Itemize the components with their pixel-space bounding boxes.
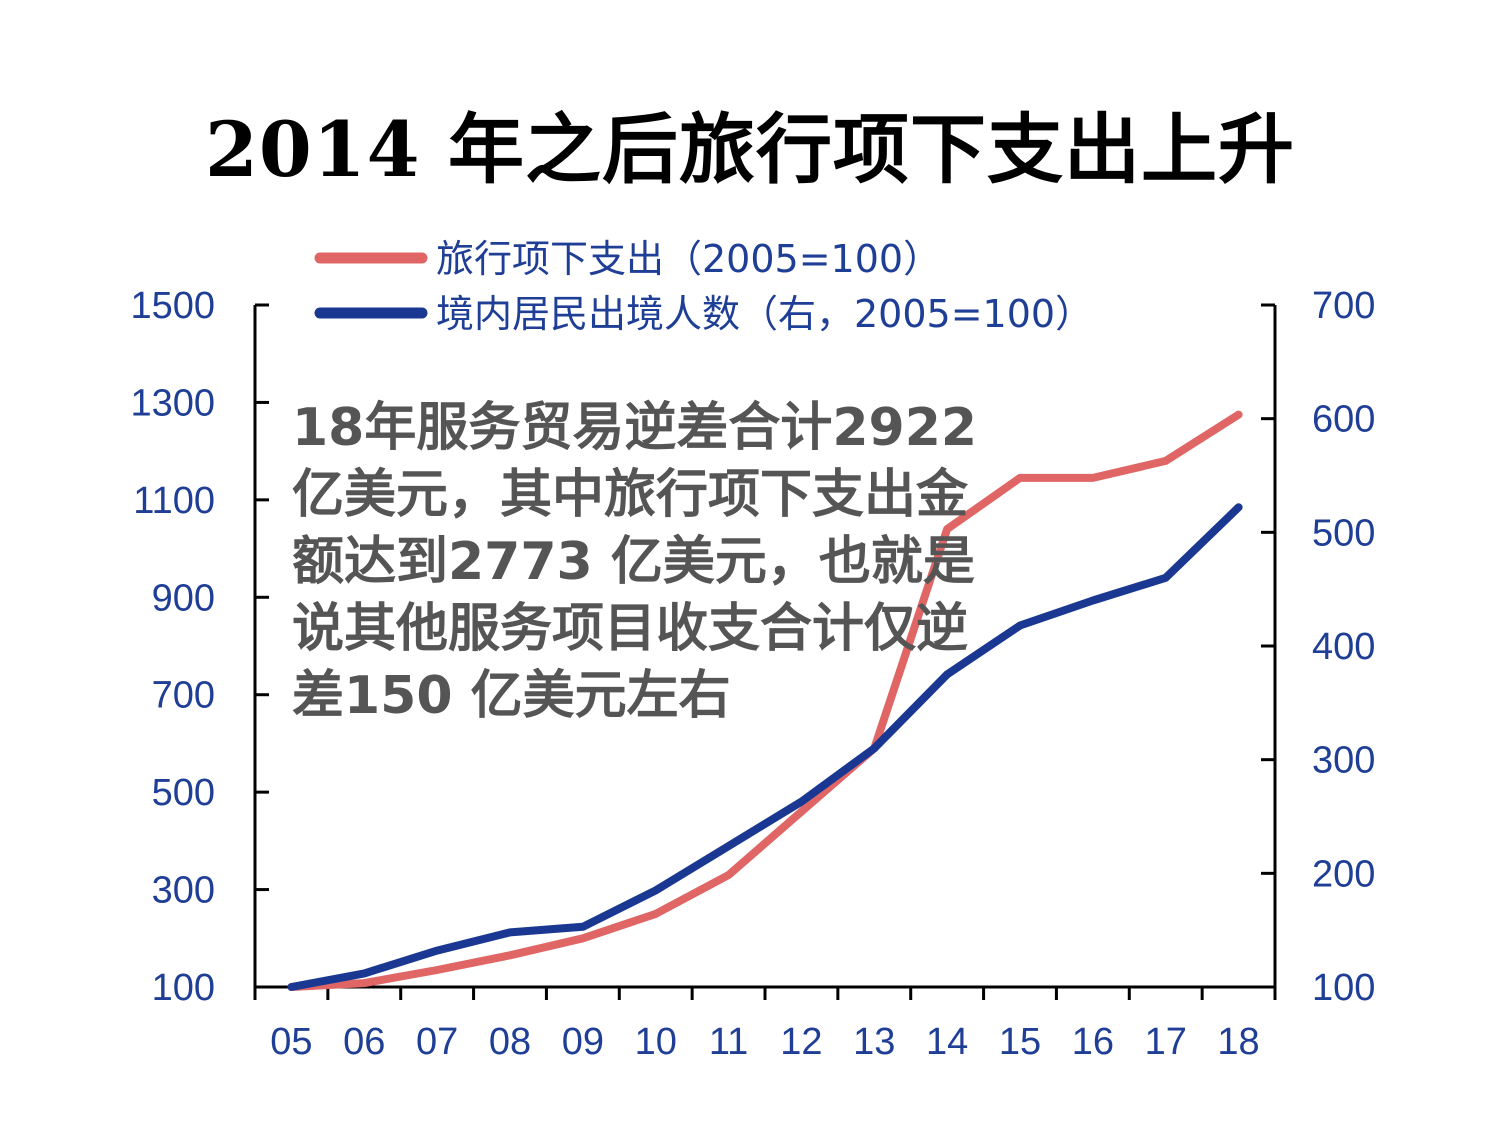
x-tick-label: 18 — [1217, 1021, 1259, 1063]
right-tick-label: 600 — [1312, 399, 1375, 441]
x-tick-label: 07 — [416, 1021, 458, 1063]
annotation-line: 18年服务贸易逆差合计2922 — [292, 395, 1092, 462]
x-tick-label: 10 — [635, 1021, 677, 1063]
annotation-line: 亿美元，其中旅行项下支出金 — [292, 462, 1092, 529]
x-tick-label: 09 — [562, 1021, 604, 1063]
left-tick-label: 500 — [152, 772, 215, 814]
x-tick-label: 06 — [343, 1021, 385, 1063]
left-tick-label: 300 — [152, 870, 215, 912]
left-tick-label: 900 — [152, 577, 215, 619]
right-tick-label: 100 — [1312, 967, 1375, 1009]
right-tick-label: 500 — [1312, 512, 1375, 554]
annotation-line: 额达到2773 亿美元，也就是 — [292, 529, 1092, 596]
left-tick-label: 700 — [152, 675, 215, 717]
x-tick-label: 11 — [709, 1021, 748, 1063]
right-tick-label: 400 — [1312, 626, 1375, 668]
legend-label: 境内居民出境人数（右，2005=100） — [436, 292, 1093, 336]
legend: 旅行项下支出（2005=100） 境内居民出境人数（右，2005=100） — [320, 237, 1093, 336]
x-tick-label: 14 — [926, 1021, 968, 1063]
right-tick-label: 300 — [1312, 740, 1375, 782]
left-tick-label: 1300 — [130, 382, 215, 424]
x-tick-label: 13 — [853, 1021, 895, 1063]
x-tick-label: 17 — [1145, 1021, 1187, 1063]
left-tick-label: 1500 — [130, 285, 215, 327]
x-tick-label: 05 — [270, 1021, 312, 1063]
right-tick-label: 700 — [1312, 285, 1375, 327]
left-tick-label: 100 — [152, 967, 215, 1009]
annotation-text: 18年服务贸易逆差合计2922 亿美元，其中旅行项下支出金 额达到2773 亿美… — [292, 395, 1092, 730]
annotation-line: 差150 亿美元左右 — [292, 663, 1092, 730]
legend-label: 旅行项下支出（2005=100） — [436, 237, 941, 281]
annotation-line: 说其他服务项目收支合计仅逆 — [292, 596, 1092, 663]
left-tick-label: 1100 — [133, 480, 215, 522]
x-tick-label: 12 — [780, 1021, 822, 1063]
right-tick-label: 200 — [1312, 853, 1375, 895]
x-tick-label: 08 — [489, 1021, 531, 1063]
x-tick-label: 16 — [1072, 1021, 1114, 1063]
x-tick-label: 15 — [999, 1021, 1041, 1063]
